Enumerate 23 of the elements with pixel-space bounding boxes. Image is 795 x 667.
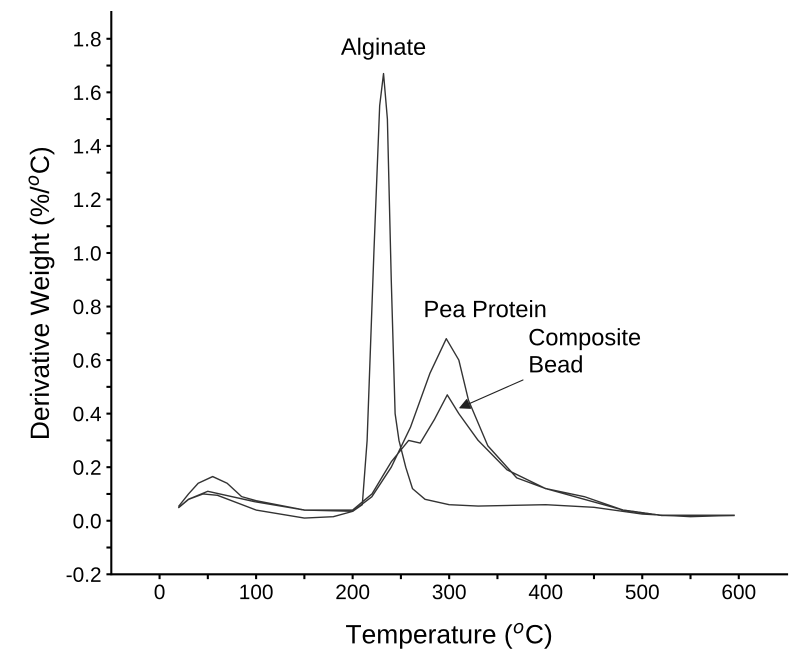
y-axis-title: Derivative Weight (%/$^{o}$C): [28, 148, 54, 438]
x-axis-title: Temperature ($^{o}$C): [346, 622, 552, 649]
y-tick-label: 0.6: [73, 353, 101, 368]
x-tick-label: 500: [626, 584, 659, 600]
y-tick-label: 0.2: [73, 460, 101, 475]
y-tick-label: 1.6: [74, 85, 101, 100]
y-tick-label: -0.2: [66, 567, 101, 582]
y-tick-label: 0.0: [73, 514, 101, 528]
x-tick-label: 0: [154, 584, 165, 600]
y-tick-label: 0.4: [73, 406, 101, 422]
x-tick-label: 300: [432, 584, 466, 600]
y-tick-label: 1.0: [74, 246, 101, 261]
x-tick-label: 600: [722, 584, 756, 600]
x-tick-label: 100: [240, 584, 273, 600]
y-tick-label: 0.8: [73, 300, 101, 314]
x-tick-label: 200: [336, 584, 370, 600]
annotation: Pea Protein: [425, 300, 546, 318]
y-tick-label: 1.4: [74, 139, 101, 154]
annotation: Composite Bead: [529, 328, 640, 373]
y-tick-label: 1.8: [74, 32, 101, 47]
x-tick-label: 400: [528, 584, 562, 600]
annotation: Alginate: [340, 38, 426, 60]
y-tick-label: 1.2: [74, 192, 101, 207]
